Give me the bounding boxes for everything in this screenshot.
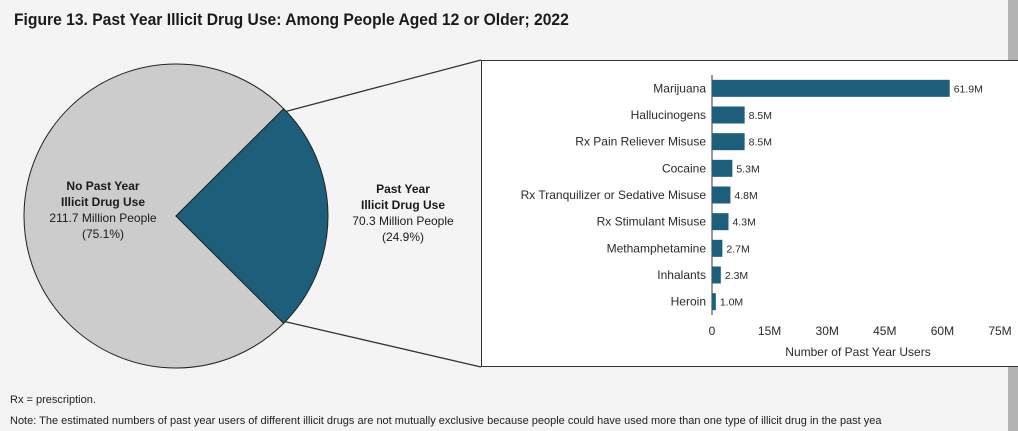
x-axis-title: Number of Past Year Users <box>785 345 930 359</box>
pie-label-use: Past Year Illicit Drug Use 70.3 Million … <box>323 181 483 245</box>
bar-5 <box>712 213 729 231</box>
zoom-connector-top <box>279 59 482 114</box>
footnote-note: Note: The estimated numbers of past year… <box>10 415 882 427</box>
category-label-7: Inhalants <box>657 268 706 282</box>
x-tick-label-3: 45M <box>873 324 896 338</box>
category-label-4: Rx Tranquilizer or Sedative Misuse <box>521 188 707 202</box>
category-label-0: Marijuana <box>653 81 706 95</box>
category-label-1: Hallucinogens <box>631 108 706 122</box>
bar-chart-panel: Marijuana 61.9M Hallucinogens 8.5M Rx Pain R… <box>481 60 1018 367</box>
zoom-connector-bottom <box>277 319 482 368</box>
x-tick-label-0: 0 <box>709 324 716 338</box>
pie-slice-past-year-use <box>175 108 329 324</box>
footnote-rx: Rx = prescription. <box>10 394 96 406</box>
category-label-6: Methamphetamine <box>607 241 707 255</box>
value-label-7: 2.3M <box>725 270 748 282</box>
pie-label-no-use-line1: No Past Year <box>66 179 140 193</box>
value-label-5: 4.3M <box>733 217 756 229</box>
pie-label-use-line2: Illicit Drug Use <box>360 198 446 212</box>
pie-label-no-use-line2: Illicit Drug Use <box>60 195 146 209</box>
value-label-3: 5.3M <box>736 163 759 175</box>
bar-6 <box>712 239 723 257</box>
value-label-6: 2.7M <box>726 243 749 255</box>
bar-8 <box>712 293 716 311</box>
pie-slice-no-past-year-use <box>23 63 285 369</box>
pie-chart <box>23 59 482 369</box>
bar-0 <box>712 79 950 97</box>
x-tick-label-5: 75M <box>988 324 1011 338</box>
pie-label-use-people: 70.3 Million People <box>352 214 454 228</box>
x-tick-label-1: 15M <box>758 324 781 338</box>
value-label-0: 61.9M <box>954 83 983 95</box>
pie-label-use-line1: Past Year <box>376 182 430 196</box>
pie-label-no-use: No Past Year Illicit Drug Use 211.7 Mill… <box>28 178 178 242</box>
category-label-3: Cocaine <box>662 161 706 175</box>
category-label-2: Rx Pain Reliever Misuse <box>575 135 706 149</box>
value-label-4: 4.8M <box>734 190 757 202</box>
bar-1 <box>712 106 745 124</box>
value-label-8: 1.0M <box>720 297 743 309</box>
x-tick-label-2: 30M <box>816 324 839 338</box>
bar-7 <box>712 266 721 284</box>
x-tick-label-4: 60M <box>931 324 954 338</box>
category-label-5: Rx Stimulant Misuse <box>597 215 707 229</box>
bar-2 <box>712 133 745 151</box>
bar-3 <box>712 159 733 177</box>
value-label-2: 8.5M <box>749 137 772 149</box>
category-label-8: Heroin <box>671 295 706 309</box>
bar-4 <box>712 186 731 204</box>
figure-title: Figure 13. Past Year Illicit Drug Use: A… <box>14 10 569 29</box>
pie-label-use-percent: (24.9%) <box>381 230 425 244</box>
pie-label-no-use-people: 211.7 Million People <box>49 211 157 225</box>
pie-label-no-use-percent: (75.1%) <box>81 227 125 241</box>
bar-chart: Marijuana 61.9M Hallucinogens 8.5M Rx Pain R… <box>521 75 1012 359</box>
value-label-1: 8.5M <box>749 110 772 122</box>
